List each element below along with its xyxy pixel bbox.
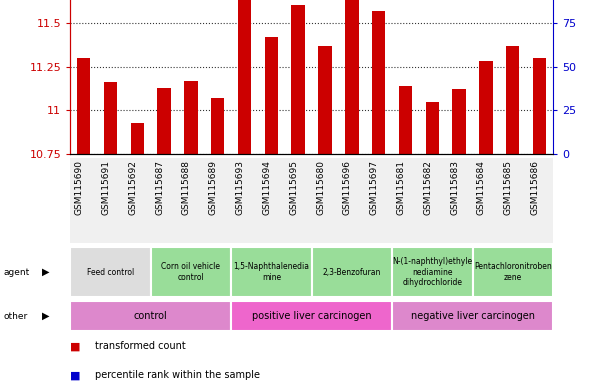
Bar [265, 37, 278, 154]
Text: GSM115685: GSM115685 [503, 160, 513, 215]
Bar [291, 5, 305, 154]
Text: GSM115690: GSM115690 [75, 160, 84, 215]
Text: GSM115689: GSM115689 [209, 160, 218, 215]
Bar [426, 102, 439, 154]
Text: GSM115695: GSM115695 [289, 160, 298, 215]
Text: N-(1-naphthyl)ethyle
nediamine
dihydrochloride: N-(1-naphthyl)ethyle nediamine dihydroch… [392, 257, 472, 287]
Bar [392, 247, 472, 297]
Bar [77, 58, 90, 154]
Text: ▶: ▶ [42, 311, 49, 321]
Text: 2,3-Benzofuran: 2,3-Benzofuran [323, 268, 381, 276]
Bar [70, 247, 151, 297]
Bar [231, 247, 312, 297]
Bar [231, 301, 392, 331]
Text: Corn oil vehicle
control: Corn oil vehicle control [161, 262, 221, 282]
Text: control: control [134, 311, 167, 321]
Text: GSM115686: GSM115686 [530, 160, 540, 215]
Bar [452, 89, 466, 154]
Bar [312, 247, 392, 297]
Text: percentile rank within the sample: percentile rank within the sample [95, 370, 260, 380]
Text: other: other [3, 312, 27, 321]
Bar [533, 58, 546, 154]
Bar [345, 0, 359, 154]
Text: positive liver carcinogen: positive liver carcinogen [252, 311, 371, 321]
Text: GSM115694: GSM115694 [262, 160, 271, 215]
Text: GSM115697: GSM115697 [370, 160, 379, 215]
Text: GSM115682: GSM115682 [423, 160, 433, 215]
Bar [372, 11, 386, 154]
Bar [472, 247, 553, 297]
Bar [131, 122, 144, 154]
Bar [392, 301, 553, 331]
Text: Feed control: Feed control [87, 268, 134, 276]
Text: 1,5-Naphthalenedia
mine: 1,5-Naphthalenedia mine [233, 262, 309, 282]
Bar [158, 88, 171, 154]
Text: GSM115687: GSM115687 [155, 160, 164, 215]
Text: GSM115693: GSM115693 [236, 160, 244, 215]
Text: ■: ■ [70, 370, 81, 380]
Text: negative liver carcinogen: negative liver carcinogen [411, 311, 535, 321]
Bar [399, 86, 412, 154]
Bar [151, 247, 231, 297]
Text: GSM115692: GSM115692 [128, 160, 137, 215]
Text: ■: ■ [70, 341, 81, 351]
Text: GSM115681: GSM115681 [397, 160, 406, 215]
Bar [479, 61, 492, 154]
Bar [70, 301, 231, 331]
Text: ▶: ▶ [42, 267, 49, 277]
Bar [211, 98, 224, 154]
Bar [185, 81, 197, 154]
Text: GSM115691: GSM115691 [101, 160, 111, 215]
Text: GSM115696: GSM115696 [343, 160, 352, 215]
Text: GSM115688: GSM115688 [182, 160, 191, 215]
Bar [104, 83, 117, 154]
Text: GSM115684: GSM115684 [477, 160, 486, 215]
Bar [238, 0, 251, 154]
Bar [318, 46, 332, 154]
Text: transformed count: transformed count [95, 341, 186, 351]
Text: GSM115683: GSM115683 [450, 160, 459, 215]
Text: agent: agent [3, 268, 29, 276]
Text: GSM115680: GSM115680 [316, 160, 325, 215]
Text: Pentachloronitroben
zene: Pentachloronitroben zene [474, 262, 552, 282]
Bar [506, 46, 519, 154]
